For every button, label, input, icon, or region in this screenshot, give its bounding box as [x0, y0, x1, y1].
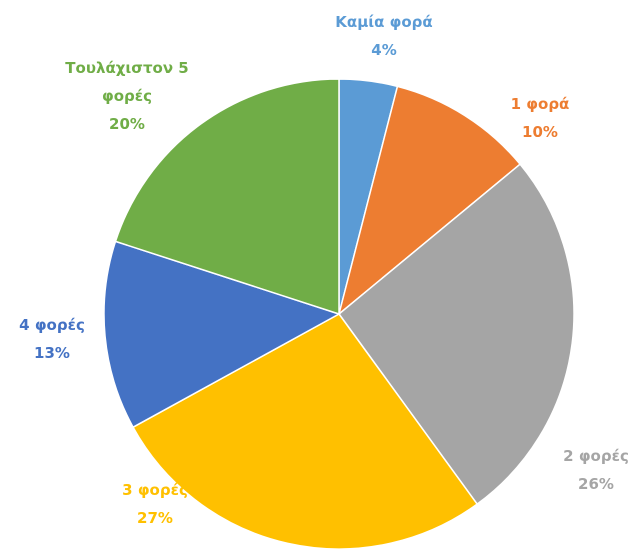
data-label: 3 φορές 27% [95, 476, 215, 532]
slice-value: 27% [137, 509, 173, 527]
slice-value: 13% [34, 344, 70, 362]
slice-name: 2 φορές [563, 447, 629, 465]
data-label: Καμία φορά 4% [304, 8, 464, 64]
slice-value: 4% [371, 41, 397, 59]
slice-value: 20% [109, 115, 145, 133]
data-label: Τουλάχιστον 5 φορές 20% [42, 54, 212, 138]
slice-name: 1 φορά [510, 95, 570, 113]
slice-name: Καμία φορά [335, 13, 433, 31]
pie-slice [103, 240, 341, 429]
slice-name: 3 φορές [122, 481, 188, 499]
data-label: 2 φορές 26% [536, 442, 642, 498]
pie-slice [337, 85, 522, 317]
data-label: 1 φορά 10% [480, 90, 600, 146]
pie-slice [132, 313, 479, 550]
slice-value: 26% [578, 475, 614, 493]
slice-value: 10% [522, 123, 558, 141]
data-label: 4 φορές 13% [0, 311, 107, 367]
pie-slice [114, 78, 340, 316]
slice-name: 4 φορές [19, 316, 85, 334]
slice-name: Τουλάχιστον 5 φορές [65, 59, 189, 105]
pie-slice [337, 163, 575, 506]
